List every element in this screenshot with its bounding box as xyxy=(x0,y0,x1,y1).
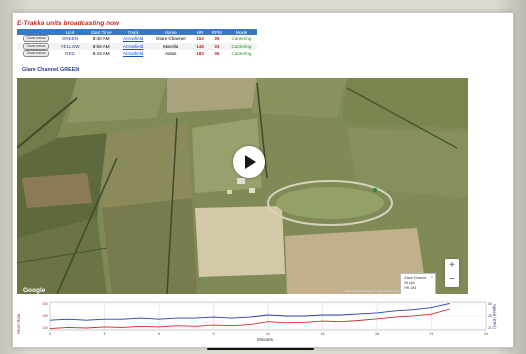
y-tick-label-left: 100 xyxy=(42,326,48,330)
map-credits: Map data ©2019 Imagery ©2019 Terms of Us… xyxy=(345,290,399,293)
x-tick-label: 9 xyxy=(213,332,215,336)
start-time-cell: 8:40 AM xyxy=(92,36,110,42)
rpm-cell: 35 xyxy=(214,36,220,42)
show-below-button[interactable]: Show below xyxy=(23,35,49,43)
table-row: Show below RED 8:43 AM Arrowfield Adios … xyxy=(17,50,257,58)
x-tick-label: 12 xyxy=(266,332,270,336)
google-logo: Google xyxy=(23,287,46,294)
play-icon xyxy=(245,155,256,169)
y-tick-label-right: 28 xyxy=(488,314,492,318)
info-line: HR 154 xyxy=(404,285,417,290)
track-link[interactable]: Arrowfield xyxy=(122,36,144,42)
x-tick-label: 21 xyxy=(430,332,434,336)
mode-cell: Cantering xyxy=(225,42,257,50)
info-line: Glare Channe xyxy=(404,276,427,280)
header-hr: HR xyxy=(192,29,208,35)
table-header-row: Unit Start Time Track Horse HR RPM Mode xyxy=(17,29,257,35)
unit-cell: RED xyxy=(65,51,75,57)
rpm-cell: 33 xyxy=(207,42,226,50)
hr-cell: 148 xyxy=(192,42,208,50)
unit-cell: GREEN xyxy=(61,36,79,42)
info-line: 35 kph xyxy=(404,280,415,285)
x-tick-label: 0 xyxy=(49,332,51,336)
units-table: Unit Start Time Track Horse HR RPM Mode … xyxy=(17,29,257,58)
x-tick-label: 15 xyxy=(321,332,325,336)
header-mode: Mode xyxy=(225,29,257,35)
header-button-col xyxy=(17,29,56,35)
hr-cell: 154 xyxy=(196,36,204,42)
hr-cell: 183 xyxy=(196,51,204,57)
header-rpm: RPM xyxy=(207,29,226,35)
home-indicator[interactable] xyxy=(207,348,314,350)
track-link[interactable]: Arrowfield xyxy=(117,42,149,50)
y-tick-label-left: 200 xyxy=(42,302,48,306)
table-row: Show below GREEN 8:40 AM Arrowfield Glar… xyxy=(17,35,257,43)
horse-cell: Adios xyxy=(164,51,177,57)
table-row: Show below YELLOW 8:56 AM Arrowfield Mar… xyxy=(17,42,257,50)
y-tick-label-left: 150 xyxy=(42,314,48,318)
start-time-cell: 8:43 AM xyxy=(92,51,110,57)
x-tick-label: 24 xyxy=(484,332,488,336)
unit-cell: YELLOW xyxy=(55,42,86,50)
horse-cell: Marella xyxy=(148,42,193,50)
mode-cell: Cantering xyxy=(231,36,252,42)
zoom-out-button[interactable]: − xyxy=(449,274,455,285)
horse-info-popup: × Glare Channe 35 kph HR 154 xyxy=(400,273,436,294)
mode-cell: Cantering xyxy=(231,51,252,57)
header-track: Track xyxy=(117,29,149,35)
satellite-map[interactable]: × Glare Channe 35 kph HR 154 xyxy=(17,78,468,294)
y-tick-label-right: 35 xyxy=(488,302,492,306)
play-button[interactable] xyxy=(233,146,265,178)
show-below-button[interactable]: Show below xyxy=(23,50,49,58)
show-below-button[interactable]: Show below xyxy=(23,42,49,50)
x-tick-label: 3 xyxy=(104,332,106,336)
horse-cell: Glare Channel xyxy=(155,36,186,42)
satellite-imagery xyxy=(17,78,468,294)
page-title: E-Trakka units broadcasting now xyxy=(17,20,120,27)
heart-rate-line xyxy=(49,308,450,330)
zoom-in-button[interactable]: + xyxy=(449,260,455,271)
x-axis-label: Minutes xyxy=(257,337,274,342)
x-tick-label: 6 xyxy=(158,332,160,336)
x-tick-label: 18 xyxy=(375,332,379,336)
track-link[interactable]: Arrowfield xyxy=(122,51,144,57)
y-tick-label-right: 21 xyxy=(488,326,492,330)
start-time-cell: 8:56 AM xyxy=(85,42,118,50)
speed-line xyxy=(49,302,450,321)
zoom-control: + − xyxy=(445,259,459,287)
header-unit: Unit xyxy=(55,29,86,35)
header-start-time: Start Time xyxy=(85,29,118,35)
channel-label: Glare Channel GREEN xyxy=(22,67,80,73)
header-horse: Horse xyxy=(148,29,193,35)
close-icon[interactable]: × xyxy=(430,274,433,279)
rpm-cell: 36 xyxy=(214,51,220,57)
